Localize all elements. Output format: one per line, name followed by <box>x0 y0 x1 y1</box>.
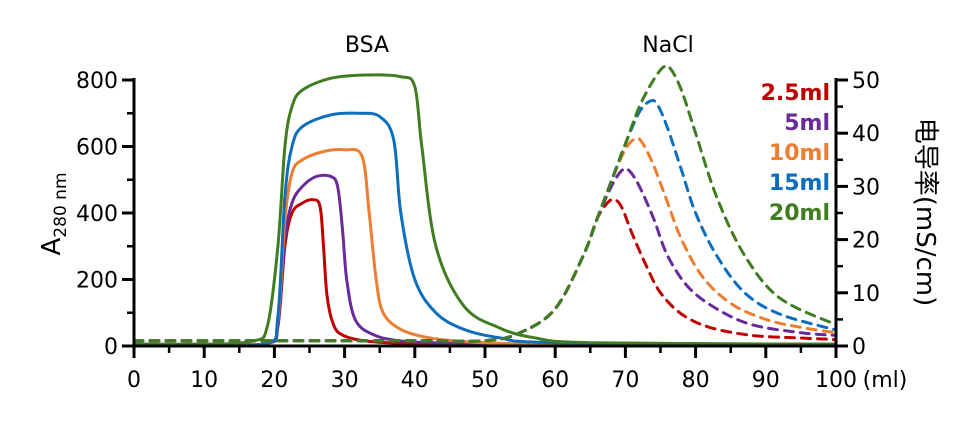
annotation-bsa: BSA <box>345 33 389 58</box>
y-tick-label: 800 <box>76 69 118 94</box>
y-tick-label: 400 <box>76 202 118 227</box>
series-conductivity-5ml <box>132 166 838 343</box>
y2-tick-label: 50 <box>852 69 880 94</box>
y2-tick-label: 40 <box>852 122 880 147</box>
legend-item-2-5ml: 2.5ml <box>761 81 830 106</box>
x-tick-label: 0 <box>127 368 141 393</box>
y2-tick-label: 30 <box>852 175 880 200</box>
series-absorbance-15ml <box>132 111 838 348</box>
legend-item-10ml: 10ml <box>769 141 830 166</box>
y-axis-title-base: A <box>37 237 67 255</box>
series-lines <box>132 64 838 348</box>
x-tick-label: 10 <box>190 368 218 393</box>
y-tick-label: 200 <box>76 269 118 294</box>
x-tick-label: 50 <box>471 368 499 393</box>
series-conductivity-10ml <box>132 136 838 343</box>
legend-item-15ml: 15ml <box>769 171 830 196</box>
y-axis-title-sub: 280 nm <box>51 173 71 238</box>
y2-tick-label: 0 <box>852 335 866 360</box>
x-tick-label: 60 <box>541 368 569 393</box>
y2-axis-title-text: 电导率(mS/cm) <box>910 118 940 307</box>
series-absorbance-20ml <box>132 73 838 347</box>
legend-item-5ml: 5ml <box>784 111 830 136</box>
series-conductivity-2-5ml <box>132 197 838 343</box>
y2-tick-label: 10 <box>852 282 880 307</box>
legend: 2.5ml 5ml 10ml 15ml 20ml <box>761 81 830 226</box>
x-tick-label: 100 <box>815 368 857 393</box>
legend-item-20ml: 20ml <box>769 201 830 226</box>
x-tick-label: 20 <box>260 368 288 393</box>
x-tick-label: 70 <box>611 368 639 393</box>
x-tick-label: 90 <box>752 368 780 393</box>
y-tick-label: 600 <box>76 136 118 161</box>
x-tick-label: 40 <box>401 368 429 393</box>
axes: 0 10 20 30 40 50 60 70 80 90 100 0 200 400 600 800 0 10 20… <box>76 69 880 393</box>
x-tick-label: 30 <box>331 368 359 393</box>
annotation-nacl: NaCl <box>642 33 693 58</box>
y-axis-title: A280 nm <box>37 173 71 256</box>
x-tick-label: 80 <box>682 368 710 393</box>
y-tick-label: 0 <box>104 335 118 360</box>
series-absorbance-5ml <box>132 173 838 347</box>
x-axis-unit-label: (ml) <box>863 368 908 393</box>
y2-tick-label: 20 <box>852 229 880 254</box>
svg-text:A280 nm: A280 nm <box>37 173 71 256</box>
series-conductivity-20ml <box>132 64 838 343</box>
y2-axis-title: 电导率(mS/cm) <box>910 118 940 307</box>
